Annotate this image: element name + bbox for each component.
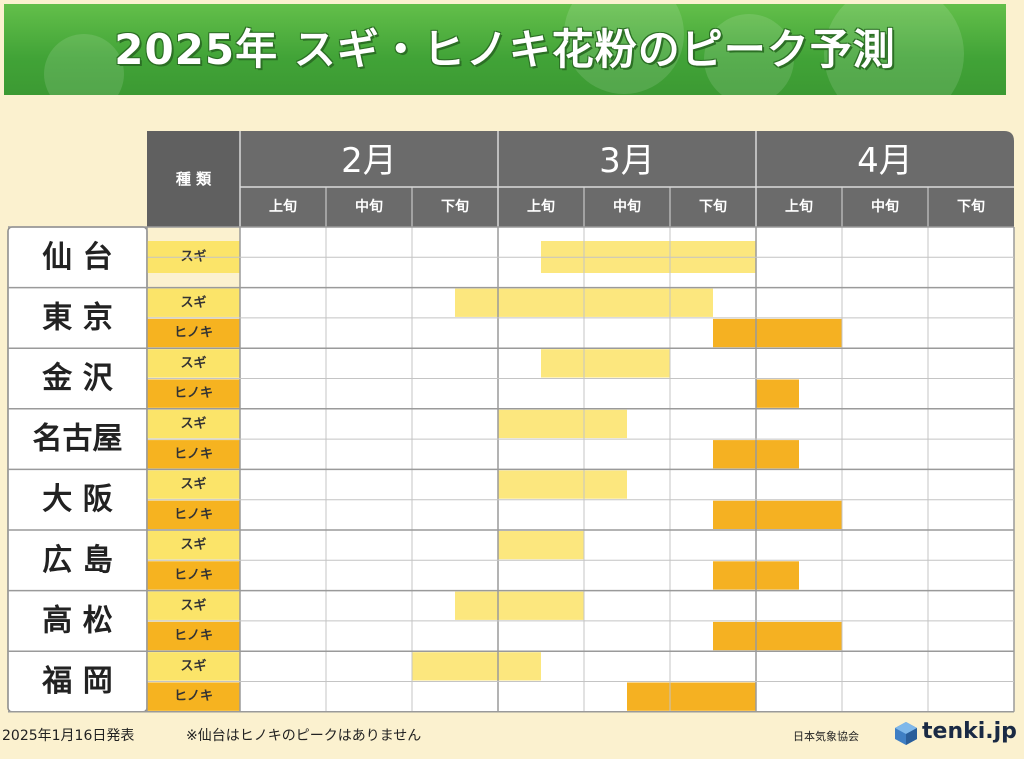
peak-bar: [455, 591, 584, 620]
peak-bar: [713, 500, 842, 529]
species-label-bg: [147, 349, 240, 378]
city-label: 大 阪: [42, 482, 112, 517]
species-label: スギ: [180, 597, 206, 613]
brand-link[interactable]: tenki.jp: [922, 719, 1017, 744]
period-header: 中旬: [871, 198, 899, 215]
species-label: スギ: [180, 355, 206, 371]
species-label-bg: [147, 652, 240, 681]
species-label: スギ: [180, 658, 206, 674]
species-label-bg: [147, 379, 240, 408]
species-label-bg: [147, 591, 240, 620]
city-label: 金 沢: [41, 361, 113, 396]
species-label-bg: [147, 621, 240, 651]
banner-bubble: [44, 34, 124, 95]
month-header: 2月: [341, 141, 397, 181]
species-label: ヒノキ: [174, 568, 213, 583]
banner-bubble: [824, 4, 964, 95]
page-title: 2025年 スギ・ヒノキ花粉のピーク予測: [114, 25, 896, 74]
type-column-header: 種 類: [176, 170, 212, 188]
city-label: 東 京: [42, 300, 112, 335]
species-label: ヒノキ: [174, 447, 213, 462]
species-label: ヒノキ: [174, 386, 213, 401]
peak-bar: [541, 349, 670, 378]
species-label: スギ: [180, 249, 206, 265]
period-header: 中旬: [355, 198, 383, 215]
peak-bar: [713, 318, 842, 348]
city-label: 高 松: [42, 603, 112, 638]
city-label: 名古屋: [33, 422, 123, 457]
organization-name: 日本気象協会: [793, 730, 859, 743]
title-banner: 2025年 スギ・ヒノキ花粉のピーク予測: [4, 4, 1006, 95]
city-label: 広 島: [42, 543, 112, 578]
species-label-bg: [147, 409, 240, 439]
period-header: 下旬: [699, 198, 727, 215]
period-header: 中旬: [613, 198, 641, 215]
tenki-logo-icon: [895, 722, 917, 745]
period-header: 上旬: [527, 198, 555, 215]
period-header: 下旬: [957, 198, 985, 215]
period-header: 上旬: [785, 198, 813, 215]
species-label: スギ: [180, 415, 206, 431]
month-header: 3月: [599, 141, 655, 181]
peak-bar: [498, 409, 627, 439]
species-label-bg: [147, 531, 240, 560]
peak-bar: [756, 379, 799, 408]
footnote: ※仙台はヒノキのピークはありません: [186, 728, 422, 744]
species-label: スギ: [180, 537, 206, 553]
peak-bar: [713, 621, 842, 651]
publish-date: 2025年1月16日発表: [2, 728, 135, 744]
peak-bar: [498, 531, 584, 560]
table-header-bg: [147, 131, 1014, 227]
species-label-bg: [147, 318, 240, 348]
type-header-bg: [147, 131, 240, 227]
city-label: 仙 台: [42, 240, 112, 275]
city-label: 福 岡: [41, 664, 112, 699]
species-label: スギ: [180, 476, 206, 492]
species-label: ヒノキ: [174, 507, 213, 522]
period-header: 上旬: [269, 198, 297, 215]
species-label-bg: [147, 561, 240, 590]
species-label-bg: [147, 500, 240, 529]
species-label: ヒノキ: [174, 689, 213, 704]
month-header: 4月: [857, 141, 913, 181]
banner-bubble: [704, 14, 794, 95]
species-label-bg: [147, 440, 240, 469]
peak-bar: [498, 470, 627, 499]
species-label: スギ: [180, 294, 206, 310]
species-label-bg: [147, 288, 240, 317]
species-label-bg: [147, 470, 240, 499]
species-label-bg: [147, 682, 240, 711]
period-header: 下旬: [441, 198, 469, 215]
species-label: ヒノキ: [174, 629, 213, 644]
peak-bar: [627, 682, 756, 711]
species-label: ヒノキ: [174, 326, 213, 341]
peak-bar: [412, 652, 541, 681]
